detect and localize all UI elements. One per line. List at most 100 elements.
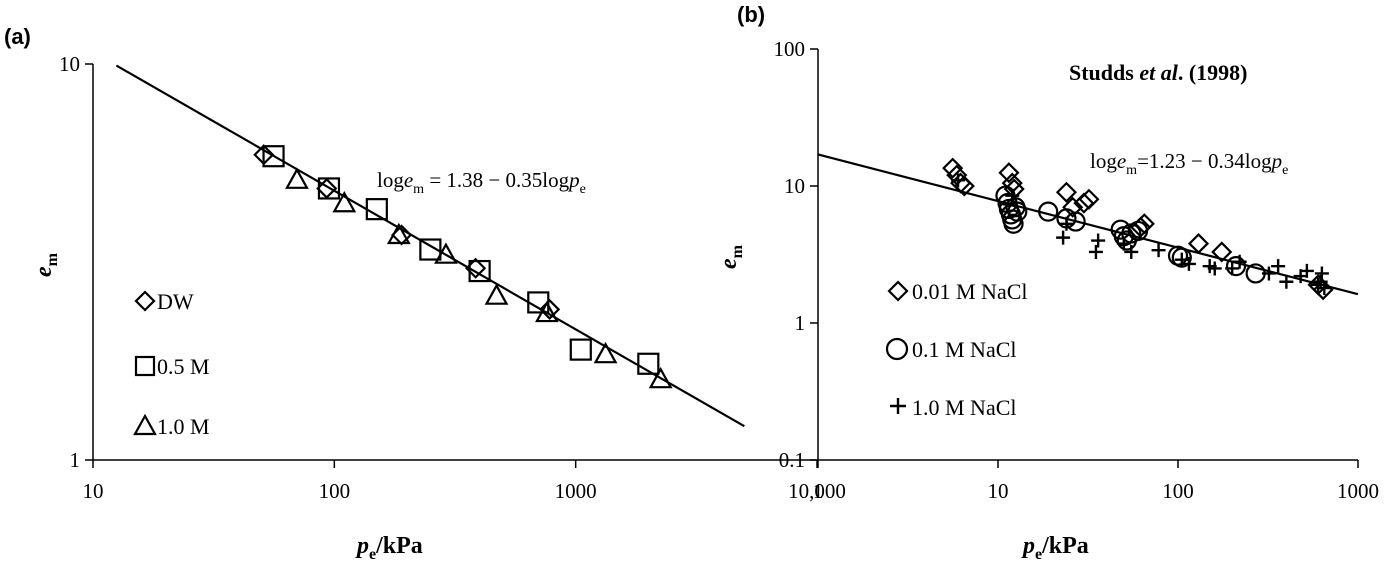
data-point-plus: [1059, 216, 1074, 231]
data-point-diamond: [998, 162, 1020, 184]
legend-diamond-marker: [134, 290, 156, 312]
y-tick-label: 1: [795, 311, 806, 335]
y-tick-label: 100: [774, 37, 806, 61]
panel-a-x-axis-title: pe/kPa: [355, 533, 423, 563]
data-point-triangle: [434, 242, 458, 264]
panel-b-points: [942, 157, 1334, 301]
panel-b-ticks: [810, 48, 1359, 468]
legend-square-marker: [134, 355, 156, 377]
x-tick-label: 1000: [1337, 479, 1379, 503]
data-point-square: [365, 198, 388, 221]
legend-circle-marker: [885, 337, 909, 361]
data-point-square: [637, 352, 660, 375]
panel-a-y-axis-title: em: [31, 252, 61, 277]
legend-label-0-5m: 0.5 M: [157, 354, 210, 379]
data-point-plus: [1314, 266, 1329, 281]
legend-diamond-marker: [887, 280, 909, 302]
data-point-circle: [1225, 256, 1247, 277]
panel-b-reference: Studds et al. (1998): [1069, 60, 1248, 85]
y-tick-label: 10: [784, 174, 805, 198]
data-point-circle: [1007, 201, 1028, 222]
panel-a-y-axis-title-group: em: [31, 252, 61, 277]
x-tick-label: 10: [83, 479, 104, 503]
data-point-plus: [1261, 266, 1276, 281]
data-point-plus: [1279, 274, 1294, 289]
legend-triangle-marker: [133, 413, 157, 436]
panel-b-x-axis-title: pe/kPa: [1021, 533, 1089, 563]
data-point-circle: [1003, 213, 1024, 234]
data-point-triangle: [484, 283, 509, 305]
data-point-diamond: [942, 157, 964, 179]
data-point-plus: [1088, 244, 1103, 259]
data-point-square: [262, 145, 285, 168]
data-point-plus: [1271, 259, 1286, 274]
panel-b: (b) 1 10 100 1000 0.1 1 10 100 Studds et al. (1…: [716, 2, 1379, 563]
x-tick-label: 1000: [555, 479, 597, 503]
data-point-circle: [1038, 201, 1059, 222]
panel-a-legend: DW 0.5 M 1.0 M: [133, 289, 210, 439]
data-point-triangle: [535, 300, 559, 323]
data-point-plus: [1056, 230, 1071, 245]
legend-label-dw: DW: [157, 289, 194, 314]
panel-b-y-axis-title: em: [716, 244, 746, 269]
data-point-plus: [1151, 243, 1166, 258]
panel-a-equation: logem = 1.38 − 0.35logpe: [377, 168, 586, 197]
legend-label-0-1m-nacl: 0.1 M NaCl: [912, 337, 1017, 362]
data-point-diamond: [1055, 181, 1077, 203]
data-point-square: [468, 259, 491, 283]
panel-a-fit-line: [115, 64, 745, 428]
panel-b-tick-labels: 1 10 100 1000 0.1 1 10 100: [774, 37, 1380, 503]
data-point-circle: [1127, 220, 1149, 242]
panel-b-y-axis-title-group: em: [716, 244, 746, 269]
data-point-square: [317, 177, 341, 200]
data-point-plus: [1225, 261, 1240, 276]
panel-b-fit-line: [817, 153, 1359, 296]
data-point-triangle: [332, 190, 357, 213]
legend-label-1-0m: 1.0 M: [157, 414, 210, 439]
panel-b-legend: 0.01 M NaCl 0.1 M NaCl 1.0 M NaCl: [885, 279, 1028, 420]
data-point-plus: [1311, 277, 1326, 292]
data-point-plus: [1317, 281, 1332, 296]
x-tick-label: 1: [813, 479, 824, 503]
data-point-plus: [1174, 252, 1189, 267]
y-tick-label: 0.1: [779, 448, 805, 472]
data-point-diamond: [1187, 233, 1210, 255]
data-point-plus: [1181, 256, 1196, 271]
fit-line: [115, 64, 745, 428]
data-point-diamond: [1133, 213, 1155, 235]
data-point-square: [419, 238, 442, 261]
data-point-triangle: [386, 222, 411, 245]
x-tick-label: 100: [319, 479, 351, 503]
data-point-diamond: [1062, 196, 1084, 218]
panel-a-points: [253, 144, 673, 389]
x-tick-label: 10: [988, 479, 1009, 503]
data-point-square: [569, 338, 592, 361]
data-point-plus: [1299, 263, 1314, 278]
panel-a-ticks: [85, 63, 818, 468]
legend-plus-marker: [890, 398, 906, 414]
x-tick-label: 10,000: [788, 479, 846, 503]
data-point-plus: [1207, 261, 1222, 276]
data-point-plus: [1005, 188, 1020, 203]
data-point-diamond: [1073, 192, 1095, 214]
data-point-diamond: [1078, 188, 1100, 210]
data-point-triangle: [285, 167, 309, 189]
data-point-plus: [1116, 236, 1131, 251]
panel-b-label: (b): [737, 2, 765, 27]
data-point-plus: [951, 173, 966, 188]
legend-label-0-01m-nacl: 0.01 M NaCl: [912, 279, 1028, 304]
panel-b-equation: logem=1.23 − 0.34logpe: [1090, 149, 1288, 178]
data-point-plus: [1124, 244, 1139, 259]
data-point-plus: [1091, 233, 1106, 248]
panel-a-label: (a): [4, 24, 31, 49]
data-point-diamond: [1211, 241, 1233, 263]
y-tick-label: 10: [59, 52, 80, 76]
data-point-square: [527, 291, 550, 314]
data-point-diamond: [539, 298, 561, 320]
data-point-plus: [1232, 254, 1247, 269]
y-tick-label: 1: [70, 448, 81, 472]
